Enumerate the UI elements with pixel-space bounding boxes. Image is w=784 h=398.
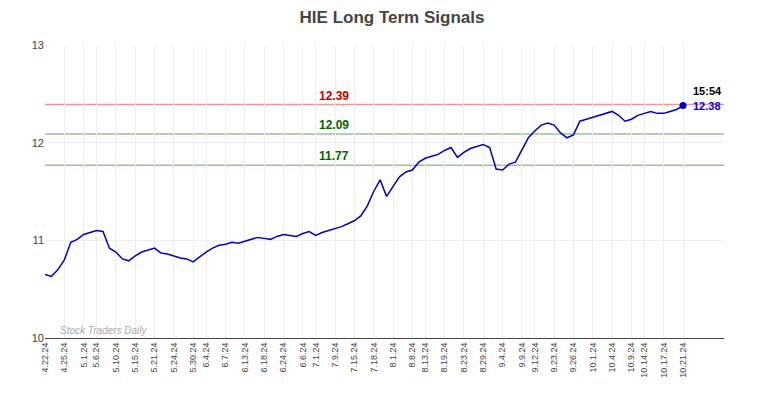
svg-text:Stock Traders Daily: Stock Traders Daily xyxy=(60,325,148,336)
svg-text:7.15.24: 7.15.24 xyxy=(349,343,359,373)
svg-text:6.4.24: 6.4.24 xyxy=(201,343,211,368)
svg-text:11.77: 11.77 xyxy=(319,149,349,163)
svg-text:10.14.24: 10.14.24 xyxy=(639,343,649,378)
svg-text:6.18.24: 6.18.24 xyxy=(259,343,269,373)
svg-text:15:54: 15:54 xyxy=(693,85,722,97)
svg-text:6.6.24: 6.6.24 xyxy=(298,343,308,368)
svg-text:5.24.24: 5.24.24 xyxy=(169,343,179,373)
svg-text:9.26.24: 9.26.24 xyxy=(568,343,578,373)
svg-text:8.1.24: 8.1.24 xyxy=(388,343,398,368)
svg-text:12.38: 12.38 xyxy=(693,100,721,112)
svg-text:10.1.24: 10.1.24 xyxy=(588,343,598,373)
svg-text:5.1.24: 5.1.24 xyxy=(79,343,89,368)
svg-text:12: 12 xyxy=(32,137,44,149)
svg-text:10.4.24: 10.4.24 xyxy=(607,343,617,373)
svg-text:8.13.24: 8.13.24 xyxy=(420,343,430,373)
svg-text:7.1.24: 7.1.24 xyxy=(311,343,321,368)
svg-text:13: 13 xyxy=(32,39,44,51)
svg-text:9.4.24: 9.4.24 xyxy=(497,343,507,368)
svg-text:4.25.24: 4.25.24 xyxy=(59,343,69,373)
svg-text:5.15.24: 5.15.24 xyxy=(130,343,140,373)
svg-text:6.24.24: 6.24.24 xyxy=(278,343,288,373)
svg-text:7.9.24: 7.9.24 xyxy=(330,343,340,368)
svg-text:HIE Long Term Signals: HIE Long Term Signals xyxy=(300,8,485,27)
svg-text:5.10.24: 5.10.24 xyxy=(111,343,121,373)
svg-text:6.7.24: 6.7.24 xyxy=(220,343,230,368)
svg-text:9.9.24: 9.9.24 xyxy=(517,343,527,368)
svg-text:11: 11 xyxy=(33,234,44,246)
svg-text:5.6.24: 5.6.24 xyxy=(91,343,101,368)
svg-text:8.23.24: 8.23.24 xyxy=(459,343,469,373)
svg-text:12.39: 12.39 xyxy=(319,89,349,103)
svg-text:7.18.24: 7.18.24 xyxy=(369,343,379,373)
svg-text:8.8.24: 8.8.24 xyxy=(407,343,417,368)
svg-text:8.29.24: 8.29.24 xyxy=(478,343,488,373)
svg-text:10: 10 xyxy=(32,332,44,344)
svg-text:12.09: 12.09 xyxy=(319,118,349,132)
svg-text:10.21.24: 10.21.24 xyxy=(678,343,688,378)
svg-text:5.30.24: 5.30.24 xyxy=(188,343,198,373)
svg-text:9.12.24: 9.12.24 xyxy=(530,343,540,373)
svg-text:4.22.24: 4.22.24 xyxy=(40,343,50,373)
svg-text:8.19.24: 8.19.24 xyxy=(439,343,449,373)
svg-text:9.23.24: 9.23.24 xyxy=(549,343,559,373)
svg-text:10.17.24: 10.17.24 xyxy=(659,343,669,378)
svg-text:10.9.24: 10.9.24 xyxy=(626,343,636,373)
svg-text:5.21.24: 5.21.24 xyxy=(149,343,159,373)
svg-text:6.13.24: 6.13.24 xyxy=(240,343,250,373)
